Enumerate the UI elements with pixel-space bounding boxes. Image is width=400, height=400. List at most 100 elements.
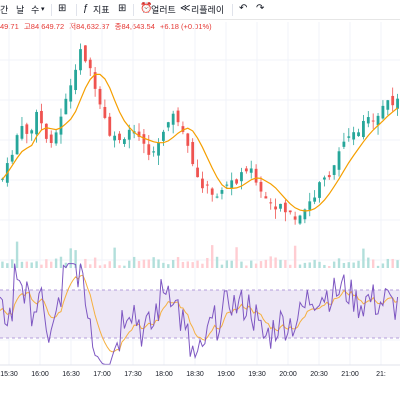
volume-bar: [137, 261, 141, 268]
volume-bar: [186, 261, 190, 268]
oscillator-line: [0, 263, 399, 365]
candle-body: [264, 196, 268, 199]
candle-body: [318, 182, 321, 198]
candle-body: [386, 100, 390, 110]
redo-icon[interactable]: ↷: [256, 3, 265, 14]
candle-body: [327, 175, 331, 178]
volume-bar: [30, 262, 33, 268]
candle-body: [249, 168, 253, 173]
candle-body: [269, 202, 273, 204]
candle-body: [108, 116, 112, 136]
candle-body: [118, 133, 121, 141]
volume-bar: [332, 261, 336, 268]
time-tick-label: 20:00: [279, 371, 297, 378]
volume-bar: [162, 262, 165, 268]
toolbar-divider: [51, 4, 52, 16]
candle-body: [186, 133, 190, 146]
volume-bar: [279, 259, 282, 268]
volume-bar: [40, 264, 43, 268]
volume-bar: [89, 264, 92, 268]
candle-body: [215, 196, 219, 198]
candle-body: [191, 142, 195, 165]
volume-bar: [225, 260, 229, 268]
volume-bar: [25, 261, 29, 268]
candle-body: [93, 72, 97, 89]
volume-bar: [20, 261, 24, 268]
candle-body: [79, 49, 82, 71]
candle-body: [152, 151, 156, 153]
alert-clock-icon: ⏰: [140, 3, 153, 14]
volume-bar: [259, 261, 263, 268]
candle-body: [396, 98, 399, 109]
add-symbol-button[interactable]: 수: [31, 5, 40, 15]
candle-body: [376, 115, 380, 126]
candle-body: [322, 177, 326, 180]
candle-body: [313, 197, 317, 202]
candle-body: [162, 131, 165, 141]
candle-body: [166, 122, 170, 128]
time-tick-label: 19:00: [217, 371, 235, 378]
chevron-down-icon[interactable]: ▾: [41, 6, 45, 13]
volume-bar: [298, 264, 302, 268]
candle-body: [279, 203, 282, 209]
candle-body: [10, 154, 14, 162]
volume-bar: [54, 258, 58, 268]
volume-bar: [220, 264, 224, 268]
alert-button[interactable]: 얼러트: [151, 5, 176, 15]
candle-body: [240, 172, 243, 182]
candlestick-series: [1, 43, 399, 225]
volume-bar: [367, 257, 370, 268]
candle-body: [83, 45, 87, 62]
volume-bar: [181, 261, 185, 268]
legend-high: 고84,649.72: [23, 22, 65, 31]
volume-bar: [98, 265, 102, 268]
grid-icon[interactable]: ⊞: [58, 3, 67, 14]
interval-button[interactable]: 간: [0, 5, 9, 15]
time-tick-label: 19:30: [248, 371, 266, 378]
time-tick-label: 16:00: [31, 371, 49, 378]
toolbar-divider: [232, 4, 233, 16]
candle-body: [147, 144, 151, 155]
candle-body: [244, 168, 248, 172]
volume-bar: [347, 262, 350, 268]
time-tick-label: 21:: [376, 371, 386, 378]
volume-bar: [381, 263, 385, 268]
volume-bar: [323, 264, 326, 268]
time-tick-label: 17:30: [124, 371, 142, 378]
candle-body: [288, 210, 292, 213]
candle-body: [127, 129, 131, 140]
replay-button[interactable]: 리플레이: [191, 5, 225, 15]
undo-icon[interactable]: ↶: [239, 3, 248, 14]
volume-bar: [128, 260, 131, 268]
volume-bar: [240, 261, 243, 268]
candle-body: [220, 190, 224, 194]
volume-bar: [250, 260, 253, 268]
candle-body: [381, 105, 385, 119]
candle-body: [196, 167, 199, 178]
oscillator-band: [0, 290, 400, 338]
indicator-icon: ƒ: [83, 3, 89, 14]
top-toolbar: 간 날 수 ▾ ⊞ ƒ 지표 ⊞ ⏰ 얼러트 ≪ 리플레이 ↶ ↷: [0, 0, 400, 20]
volume-bar: [206, 257, 209, 268]
candle-body: [352, 132, 356, 140]
candle-body: [274, 206, 278, 210]
time-tick-label: 18:00: [155, 371, 173, 378]
templates-icon[interactable]: ⊞: [118, 3, 127, 14]
indicators-button[interactable]: 지표: [93, 5, 110, 15]
volume-bar: [254, 263, 258, 268]
candle-body: [205, 184, 209, 186]
volume-bar: [84, 258, 87, 268]
candle-body: [181, 126, 185, 132]
candle-body: [210, 188, 214, 195]
volume-bar: [337, 258, 341, 268]
candle-body: [30, 130, 34, 134]
candle-body: [103, 106, 107, 118]
time-tick-label: 18:30: [186, 371, 204, 378]
volume-bar: [371, 259, 375, 268]
volume-bar: [318, 261, 321, 268]
volume-bar: [15, 241, 19, 268]
candle-type-button[interactable]: 날: [16, 5, 25, 15]
candle-body: [342, 141, 346, 147]
candle-body: [230, 180, 234, 189]
